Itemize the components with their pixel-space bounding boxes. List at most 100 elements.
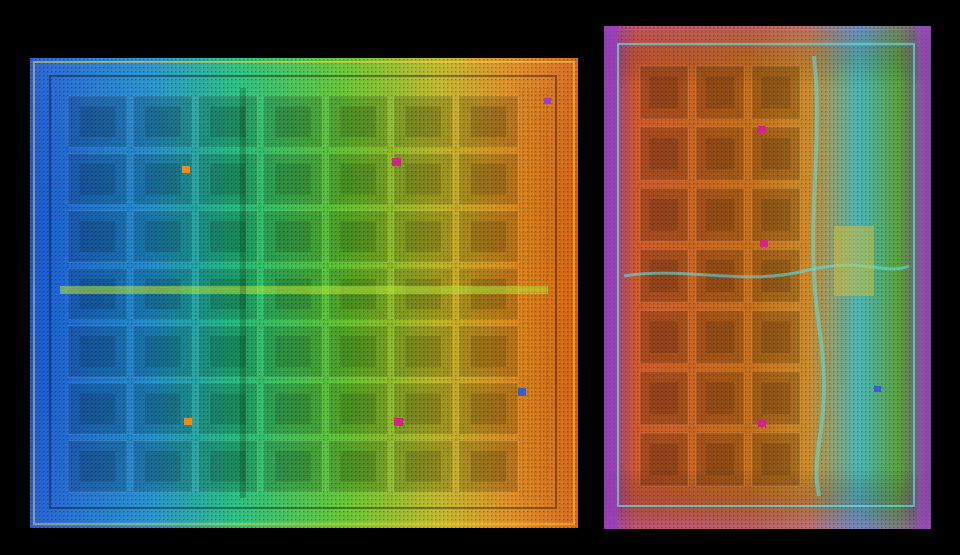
left-die-artwork [30,58,578,528]
die-block [67,382,128,436]
die-block [262,95,323,148]
die-block-core [79,278,116,310]
die-block [132,152,193,206]
die-block-core [145,450,181,482]
die-block-core [275,221,311,252]
die-block [695,371,745,426]
die-block-core [79,393,116,425]
die-block-core [705,76,735,109]
die-block [393,152,454,206]
die-block-core [145,393,181,425]
die-block-core [649,321,679,354]
die-block-core [470,336,507,367]
die-block-core [210,393,246,425]
die-block-core [210,163,246,195]
die-block [197,325,258,378]
die-block-core [340,221,376,252]
die-block-core [79,450,116,482]
die-block-core [705,137,735,170]
die-block [132,325,193,378]
die-block-core [761,76,791,109]
die-block-core [761,443,791,476]
die-block [751,310,801,365]
die-block [751,65,801,120]
die-block-core [405,106,441,138]
die-block-core [210,336,246,367]
die-block [639,65,689,120]
die-block [262,382,323,436]
die-block-core [649,382,679,415]
die-block [695,187,745,242]
die-block [197,440,258,493]
die-block [639,371,689,426]
die-block-core [145,163,181,195]
die-block [695,65,745,120]
die-block [639,248,689,303]
die-block [67,210,128,263]
die-block-core [340,450,376,482]
die-block-core [470,278,507,310]
die-block [393,210,454,263]
die-block [197,152,258,206]
die-block-core [210,278,246,310]
die-block-core [405,450,441,482]
die-block [262,210,323,263]
die-block [458,95,519,148]
die-block-core [79,106,116,138]
die-block [67,95,128,148]
die-block [639,432,689,487]
die-block-core [340,106,376,138]
die-block-core [79,221,116,252]
right-die-artwork [604,26,931,529]
die-block-core [649,260,679,292]
die-block-core [79,163,116,195]
die-block [695,432,745,487]
die-block-core [761,382,791,415]
die-block-core [470,221,507,252]
die-block-core [649,443,679,476]
die-block-core [340,163,376,195]
die-block [458,382,519,436]
die-block [328,95,389,148]
die-block [393,440,454,493]
right-die-blocks [639,65,801,487]
die-block-core [145,278,181,310]
die-block [393,95,454,148]
die-block-core [470,450,507,482]
die-block [67,440,128,493]
die-block [262,325,323,378]
die-block [262,440,323,493]
die-block-core [210,450,246,482]
die-block [639,187,689,242]
die-block [458,210,519,263]
die-block-core [761,321,791,354]
die-block-core [705,198,735,231]
die-block-core [275,106,311,138]
die-block-core [649,137,679,170]
die-block-core [340,336,376,367]
die-block [132,440,193,493]
die-block [328,440,389,493]
die-block-core [705,443,735,476]
die-block [67,325,128,378]
die-block [751,432,801,487]
die-block-core [405,278,441,310]
die-block [328,325,389,378]
die-block-core [705,321,735,354]
die-block [132,210,193,263]
die-block [393,382,454,436]
die-block-core [470,106,507,138]
die-block-core [405,393,441,425]
die-block [458,325,519,378]
die-block [328,152,389,206]
die-block [695,126,745,181]
die-block-core [145,106,181,138]
die-block-core [275,336,311,367]
die-block [197,382,258,436]
die-block-core [145,336,181,367]
die-block [751,371,801,426]
die-block [458,152,519,206]
die-block-core [275,393,311,425]
die-block-core [275,450,311,482]
